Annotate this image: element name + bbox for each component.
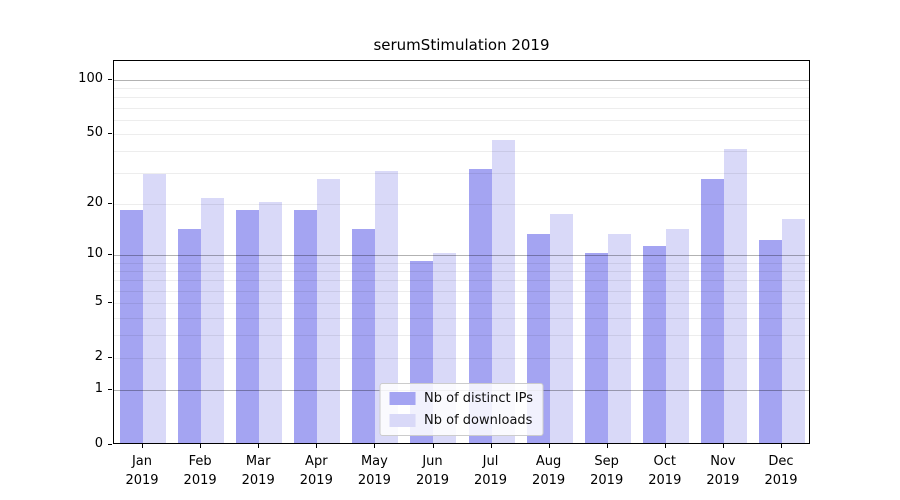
gridline bbox=[114, 255, 809, 257]
x-tick-label: Aug 2019 bbox=[532, 454, 566, 488]
y-tick-mark bbox=[108, 78, 112, 80]
x-tick-label: Sep 2019 bbox=[590, 454, 624, 488]
gridline bbox=[114, 173, 809, 175]
bar-distinct-ips bbox=[178, 228, 202, 443]
y-tick-mark bbox=[108, 254, 112, 256]
gridline bbox=[114, 358, 809, 360]
bar-distinct-ips bbox=[294, 210, 318, 443]
y-tick-mark bbox=[108, 389, 112, 391]
y-tick-label: 10 bbox=[86, 246, 103, 262]
gridline bbox=[114, 88, 809, 89]
bar-downloads bbox=[375, 171, 399, 443]
x-tick-mark bbox=[316, 444, 318, 448]
legend: Nb of distinct IPs Nb of downloads bbox=[379, 383, 544, 436]
legend-item-downloads: Nb of downloads bbox=[389, 413, 533, 428]
x-tick-label: Mar 2019 bbox=[241, 454, 275, 488]
bar-distinct-ips bbox=[642, 246, 666, 443]
x-tick-mark bbox=[490, 444, 492, 448]
legend-swatch-distinct-ips-icon bbox=[389, 392, 416, 405]
gridline bbox=[114, 262, 809, 264]
gridline bbox=[114, 271, 809, 273]
bar-distinct-ips bbox=[700, 179, 724, 443]
bar-downloads bbox=[491, 140, 515, 443]
x-tick-label: Dec 2019 bbox=[764, 454, 798, 488]
gridline bbox=[114, 317, 809, 319]
x-tick-label: Jul 2019 bbox=[473, 454, 508, 488]
y-tick-label: 0 bbox=[94, 436, 103, 451]
x-tick-mark bbox=[374, 444, 376, 448]
chart-title: serumStimulation 2019 bbox=[373, 36, 550, 54]
x-tick-label: Feb 2019 bbox=[183, 454, 217, 488]
x-tick-mark bbox=[548, 444, 550, 448]
gridline bbox=[114, 79, 809, 81]
x-tick-mark bbox=[142, 444, 143, 448]
gridline bbox=[114, 303, 809, 305]
bar-downloads bbox=[723, 149, 747, 443]
y-tick-mark bbox=[108, 444, 112, 445]
x-tick-mark bbox=[258, 444, 260, 448]
x-tick-label: Apr 2019 bbox=[299, 454, 333, 488]
bar-downloads bbox=[607, 234, 631, 443]
y-tick-label: 1 bbox=[94, 381, 103, 397]
y-tick-label: 20 bbox=[86, 195, 103, 211]
y-tick-mark bbox=[108, 302, 112, 304]
y-tick-mark bbox=[108, 357, 112, 359]
gridline bbox=[114, 97, 809, 99]
x-tick-label: Oct 2019 bbox=[648, 454, 682, 488]
bar-distinct-ips bbox=[120, 210, 144, 443]
legend-swatch-downloads-icon bbox=[389, 414, 416, 427]
bar-downloads bbox=[201, 198, 225, 443]
legend-label-downloads: Nb of downloads bbox=[424, 413, 533, 428]
legend-item-distinct-ips: Nb of distinct IPs bbox=[389, 391, 533, 406]
gridline bbox=[114, 204, 809, 206]
bar-downloads bbox=[259, 202, 283, 443]
x-tick-label: Jun 2019 bbox=[415, 454, 450, 488]
bar-distinct-ips bbox=[758, 240, 782, 443]
gridline bbox=[114, 119, 809, 121]
bar-distinct-ips bbox=[236, 210, 260, 443]
gridline bbox=[114, 133, 809, 135]
bar-downloads bbox=[781, 218, 805, 443]
bar-downloads bbox=[549, 214, 573, 443]
y-tick-label: 100 bbox=[78, 70, 103, 86]
x-tick-mark bbox=[432, 444, 434, 448]
plot-area: Nb of distinct IPs Nb of downloads bbox=[113, 60, 810, 444]
x-tick-label: Nov 2019 bbox=[706, 454, 740, 488]
y-tick-label: 5 bbox=[94, 294, 103, 310]
gridline bbox=[114, 335, 809, 337]
x-tick-label: Jan 2019 bbox=[125, 454, 159, 488]
gridline bbox=[114, 107, 809, 109]
y-tick-label: 50 bbox=[86, 124, 103, 140]
x-tick-label: May 2019 bbox=[357, 454, 391, 488]
gridline bbox=[114, 280, 809, 282]
gridline bbox=[114, 151, 809, 153]
x-tick-mark bbox=[722, 444, 724, 448]
x-tick-mark bbox=[664, 444, 666, 448]
bar-distinct-ips bbox=[584, 253, 608, 443]
y-tick-mark bbox=[108, 203, 112, 205]
gridline bbox=[114, 291, 809, 292]
bar-distinct-ips bbox=[352, 228, 376, 443]
y-tick-mark bbox=[108, 132, 112, 134]
y-tick-label: 2 bbox=[94, 349, 103, 365]
x-tick-mark bbox=[606, 444, 608, 448]
x-tick-mark bbox=[200, 444, 202, 448]
legend-label-distinct-ips: Nb of distinct IPs bbox=[424, 391, 533, 406]
bar-distinct-ips bbox=[468, 168, 492, 443]
bar-downloads bbox=[665, 228, 689, 443]
x-tick-mark bbox=[781, 444, 782, 448]
bar-downloads bbox=[317, 179, 341, 443]
bar-downloads bbox=[143, 173, 167, 443]
